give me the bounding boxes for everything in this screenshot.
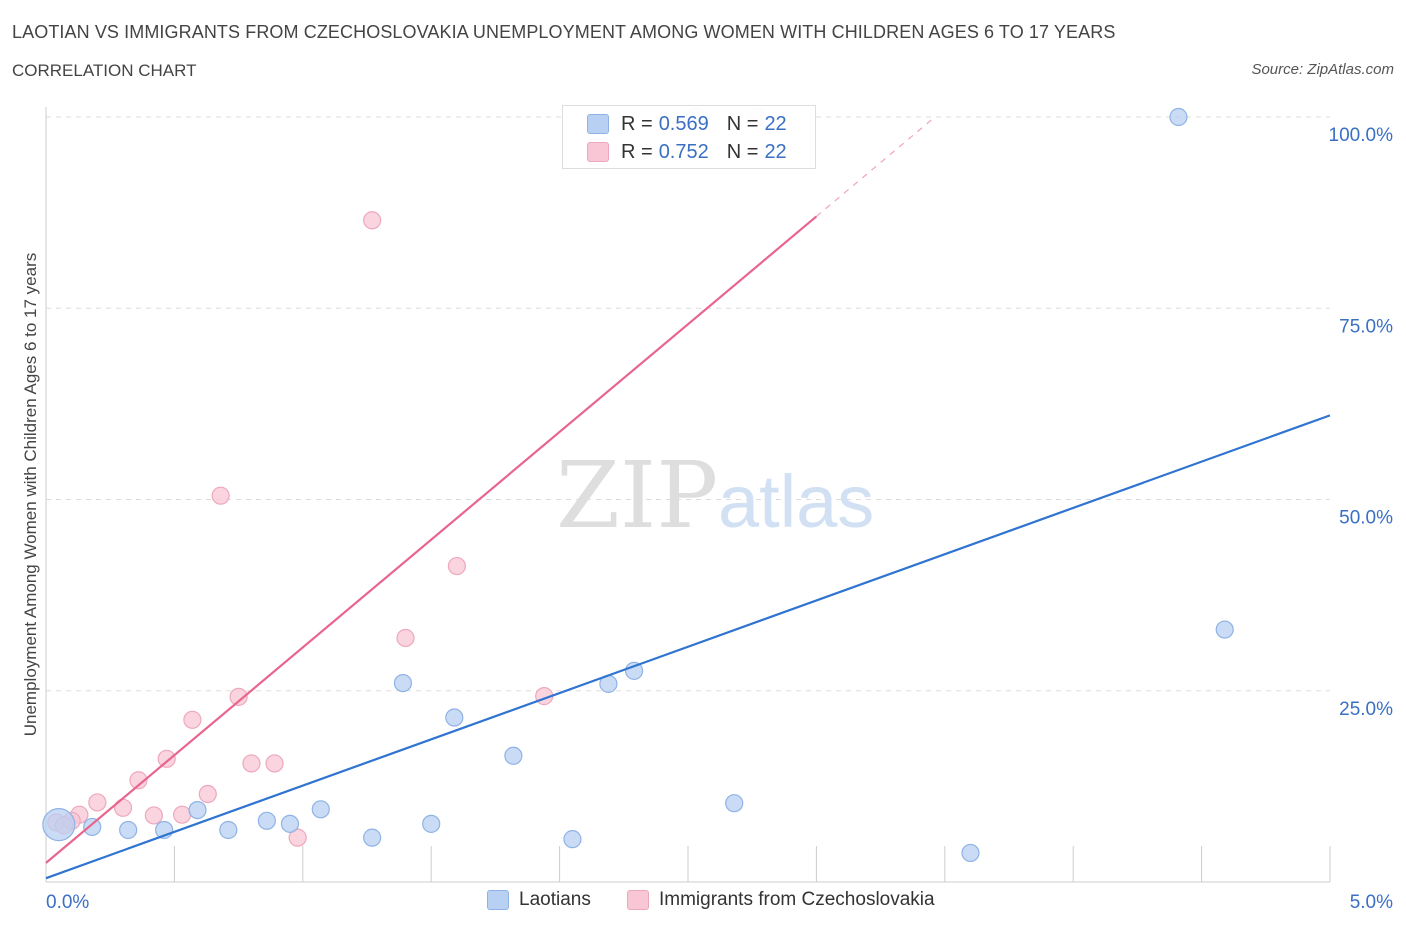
legend-item-czechoslovakia[interactable]: Immigrants from Czechoslovakia [627,889,935,911]
czech-point [229,687,248,706]
chart-subtitle: CORRELATION CHART [12,61,197,80]
laotian-point [311,800,330,819]
y-tick-label: 100.0% [1329,125,1394,146]
laotian-point [280,814,300,833]
legend-swatch-blue [487,890,509,910]
laotian-point [1169,107,1188,127]
watermark-atlas: atlas [718,460,874,543]
legend-swatch-blue [587,114,609,134]
czech-point [88,793,107,812]
czech-point [129,771,148,790]
laotian-point [563,830,582,849]
laotian-point [961,843,980,863]
laotian-point [188,800,207,820]
laotian-point [1215,620,1234,639]
laotian-point [42,808,76,842]
watermark-zip: ZIP [556,442,718,549]
legend-row-czech: R = 0.752 N = 22 [587,140,787,164]
laotian-point [83,817,102,837]
laotian-point [504,746,523,765]
y-tick-label: 50.0% [1339,508,1393,529]
y-axis-label: Unemployment Among Women with Children A… [21,253,40,737]
czech-point [363,211,382,230]
legend-label-laotians: Laotians [519,889,591,910]
legend-swatch-pink [627,890,649,910]
legend-r-value: 0.752 [658,140,709,163]
legend-row-laotians: R = 0.569 N = 22 [587,112,787,136]
legend-n-value: 22 [764,112,787,135]
czech-point [198,784,217,804]
czech-point [242,754,261,773]
legend-n-value: 22 [764,140,787,163]
laotian-point [219,820,238,840]
chart-title: LAOTIAN VS IMMIGRANTS FROM CZECHOSLOVAKI… [12,22,1116,42]
laotian-point [445,708,464,727]
series-legend: Laotians Immigrants from Czechoslovakia [0,889,1406,915]
laotian-point [363,828,382,847]
legend-label-czechoslovakia: Immigrants from Czechoslovakia [659,889,935,910]
czech-point [288,828,307,847]
laotian-point [422,814,441,833]
czech-point [211,486,230,505]
czech-point [265,754,284,773]
x-tick-label: 0.0% [46,892,89,913]
czech-trendline-extension [816,116,936,217]
laotian-trendline [45,414,1331,880]
legend-r-label: R = [621,140,653,163]
x-tick-label: 5.0% [1350,892,1393,913]
laotian-point [393,673,413,693]
laotian-point [725,794,744,813]
czech-point [396,628,415,648]
source-label: Source: ZipAtlas.com [1251,61,1394,78]
czech-point [157,749,176,768]
legend-swatch-pink [587,142,609,162]
czech-point [183,710,202,729]
czech-point [144,806,163,825]
legend-r-label: R = [621,112,653,135]
laotian-point [257,811,276,830]
y-tick-label: 25.0% [1339,699,1393,720]
legend-item-laotians[interactable]: Laotians [487,889,591,911]
y-tick-label: 75.0% [1339,316,1393,337]
legend-n-label: N = [726,140,759,163]
legend-r-value: 0.569 [658,112,709,135]
czech-point [173,805,192,824]
legend-n-label: N = [726,112,759,135]
czech-point [447,556,466,576]
laotian-point [119,820,138,840]
czech-trendline [45,215,818,864]
correlation-legend: R = 0.569 N = 22 R = 0.752 N = 22 [562,105,816,169]
